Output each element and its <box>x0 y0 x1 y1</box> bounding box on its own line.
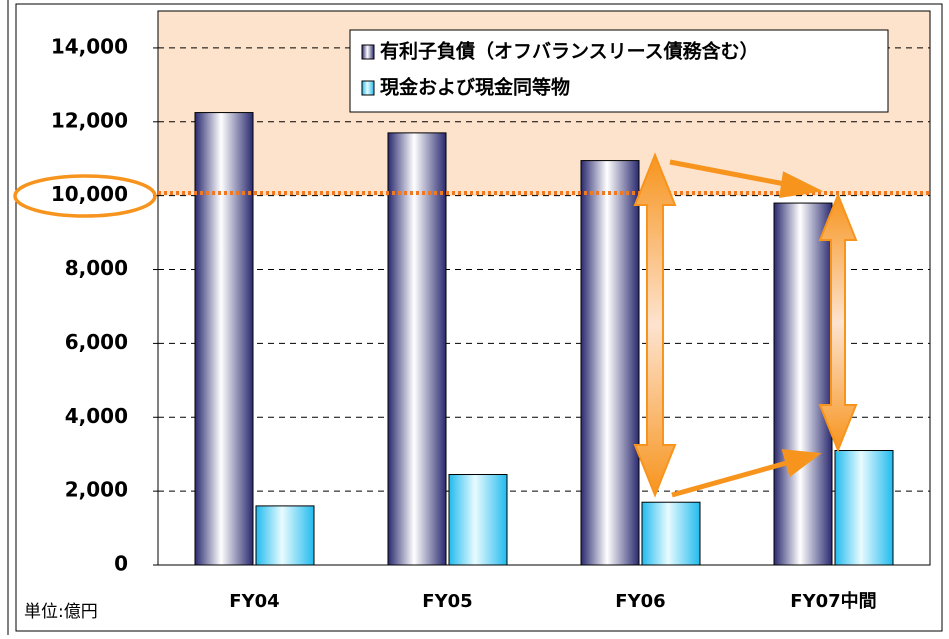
legend-label: 有利子負債（オフバランスリース債務含む） <box>380 40 759 63</box>
y-tick-label: 6,000 <box>65 330 128 354</box>
arrows <box>633 152 858 498</box>
bar <box>834 450 894 566</box>
legend-label: 現金および現金同等物 <box>380 76 570 99</box>
legend-box <box>349 29 889 113</box>
bar <box>387 132 447 566</box>
y-tick-label: 12,000 <box>51 108 128 132</box>
y-tick-label: 0 <box>114 552 128 576</box>
bar <box>641 501 701 566</box>
x-tick-label: FY06 <box>615 591 665 612</box>
y-tick-label: 8,000 <box>65 256 128 280</box>
y-tick-label: 14,000 <box>51 34 128 58</box>
y-tick-label: 4,000 <box>65 404 128 428</box>
bar <box>194 112 254 566</box>
y-tick-label: 2,000 <box>65 478 128 502</box>
bar <box>580 160 640 566</box>
unit-label: 単位:億円 <box>24 602 98 622</box>
bar <box>448 474 508 566</box>
y-tick-label: 10,000 <box>51 182 128 206</box>
x-tick-label: FY04 <box>229 591 279 612</box>
highlight-circle <box>13 174 157 218</box>
x-tick-label: FY07中間 <box>790 590 876 612</box>
x-tick-label: FY05 <box>422 591 472 612</box>
bar <box>255 505 315 566</box>
legend-swatch <box>361 44 375 60</box>
trend-arrows <box>669 159 824 498</box>
legend-swatch <box>361 80 375 96</box>
bar <box>773 202 833 566</box>
